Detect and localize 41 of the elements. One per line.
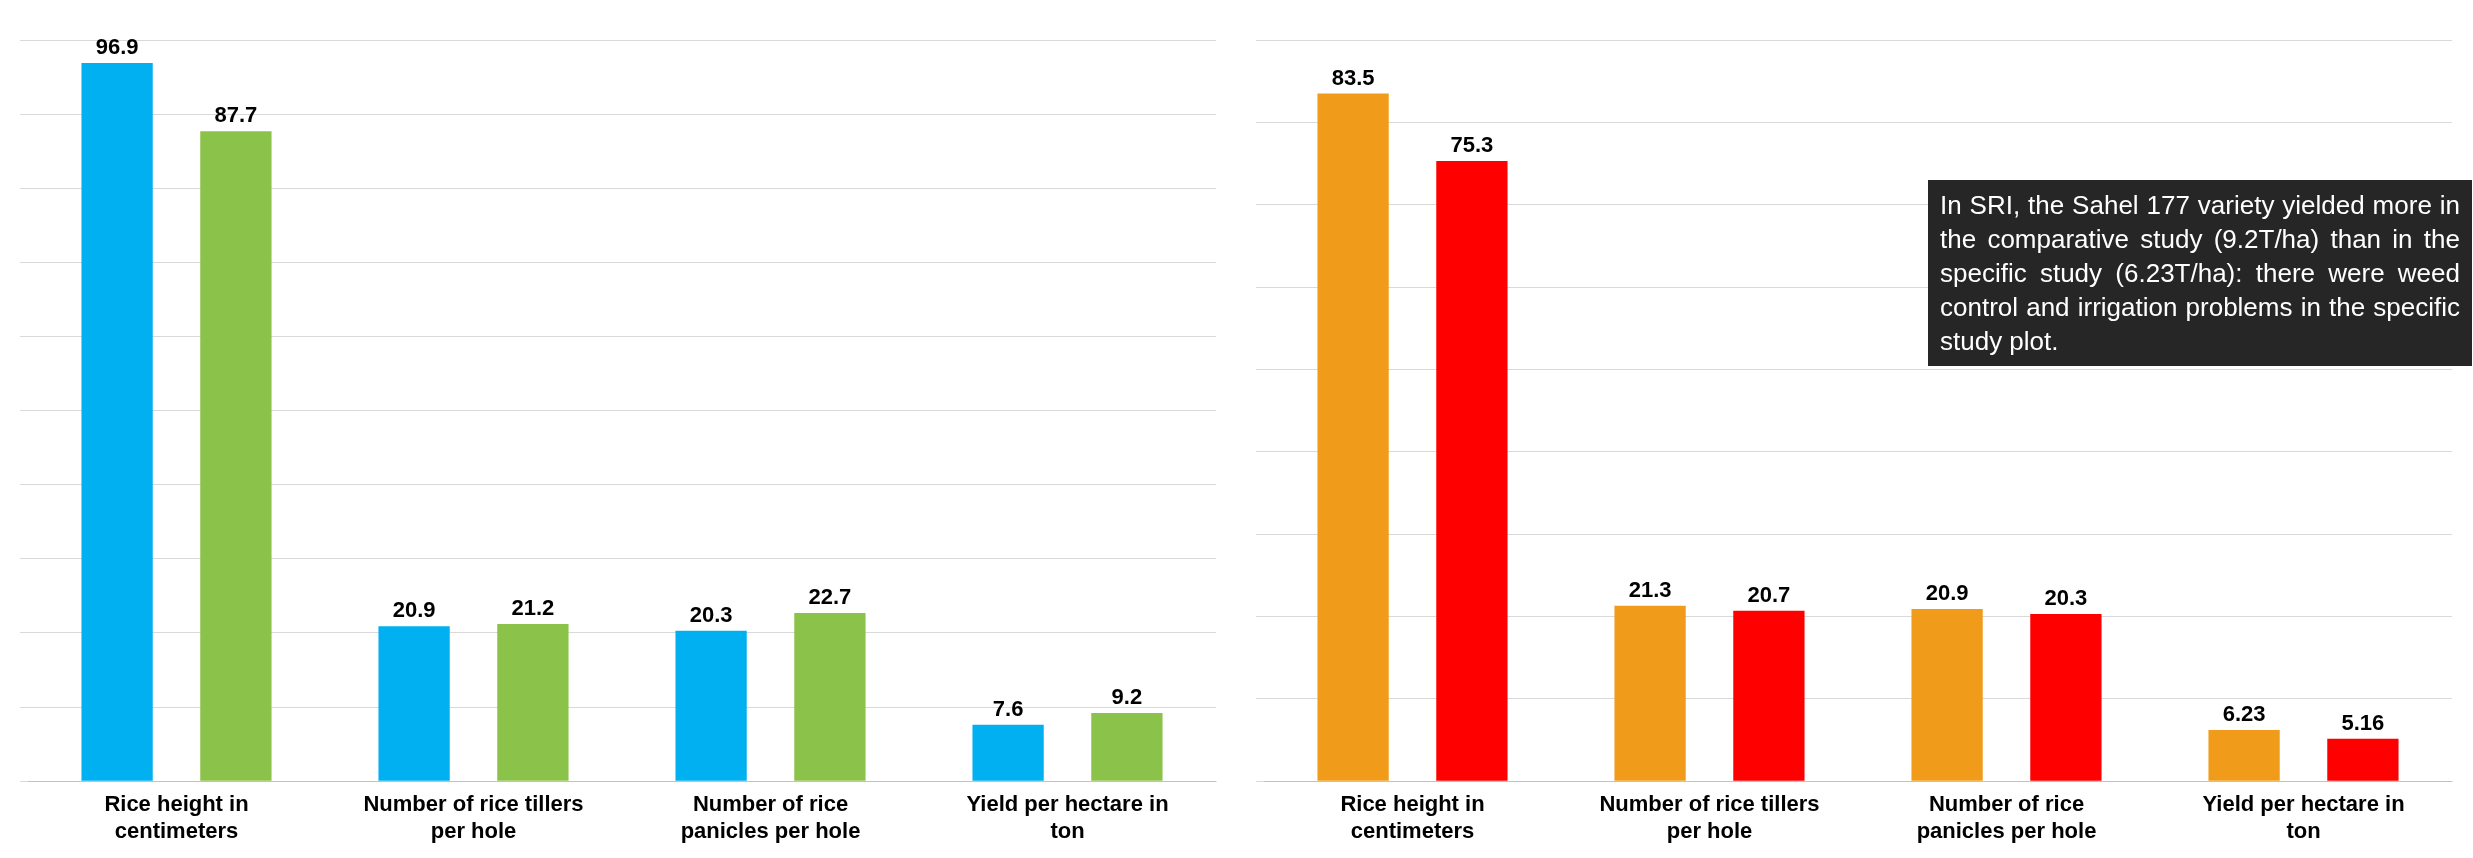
data-label: 20.9 <box>1925 580 1969 606</box>
x-tick-label: Number of rice tillers per hole <box>1599 791 1820 843</box>
data-label: 20.3 <box>689 601 733 627</box>
data-label: 21.3 <box>1628 576 1672 602</box>
x-tick-label: Number of rice tillers per hole <box>363 791 584 843</box>
data-label: 5.16 <box>2341 709 2385 735</box>
x-tick-label: Yield per hectare in ton <box>2202 791 2405 843</box>
data-label: 7.6 <box>992 695 1024 721</box>
data-label: 20.9 <box>392 597 436 623</box>
data-label: 6.23 <box>2222 700 2266 726</box>
bar <box>972 724 1044 781</box>
bar <box>794 612 866 781</box>
bar <box>1091 713 1163 781</box>
bar <box>2030 614 2102 781</box>
data-label: 87.7 <box>214 102 258 128</box>
bar <box>378 626 450 781</box>
data-label: 20.7 <box>1747 581 1791 607</box>
data-label: 96.9 <box>95 34 139 60</box>
bar <box>1436 161 1508 781</box>
bar <box>200 131 272 781</box>
x-tick-label: Number of rice panicles per hole <box>1916 791 2097 843</box>
annotation: In SRI, the Sahel 177 variety yielded more in the comparative study (9.2T/ha) than in the specific study (6.23T/ha): there were weed control and irrigation problems in the specific study plot. <box>1928 180 2472 366</box>
data-label: 22.7 <box>808 584 852 610</box>
bar <box>497 624 569 781</box>
bar <box>675 630 747 781</box>
x-tick-label: Number of rice panicles per hole <box>680 791 861 843</box>
bar <box>1733 610 1805 781</box>
x-tick-label: Rice height in centimeters <box>104 791 249 843</box>
data-label: 75.3 <box>1450 132 1494 158</box>
bar <box>1317 93 1389 781</box>
x-tick-label: Yield per hectare in ton <box>966 791 1169 843</box>
bar <box>1911 609 1983 781</box>
bar <box>1614 605 1686 781</box>
data-label: 9.2 <box>1111 684 1143 710</box>
bar <box>2327 738 2399 781</box>
bar <box>2208 729 2280 781</box>
data-label: 83.5 <box>1331 64 1375 90</box>
x-tick-label: Rice height in centimeters <box>1340 791 1485 843</box>
data-label: 21.2 <box>511 595 555 621</box>
data-label: 20.3 <box>2044 585 2088 611</box>
bar <box>81 62 153 781</box>
